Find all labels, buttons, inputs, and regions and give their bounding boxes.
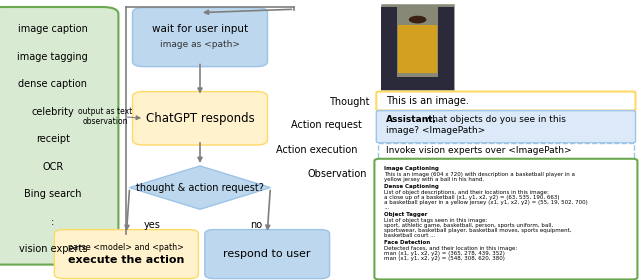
- Text: parse <model> and <path>: parse <model> and <path>: [68, 242, 184, 252]
- Text: output as text: output as text: [79, 108, 132, 116]
- Circle shape: [409, 16, 426, 24]
- Text: OCR: OCR: [42, 162, 63, 172]
- Text: celebrity: celebrity: [31, 107, 74, 117]
- FancyBboxPatch shape: [0, 7, 118, 265]
- Text: wait for user input: wait for user input: [152, 24, 248, 34]
- Text: what objects do you see in this: what objects do you see in this: [422, 115, 566, 124]
- FancyBboxPatch shape: [438, 7, 454, 77]
- Text: a close up of a basketball (x1, y1, x2, y2) = (63, 535, 190, 663): a close up of a basketball (x1, y1, x2, …: [384, 195, 559, 200]
- FancyBboxPatch shape: [378, 143, 634, 159]
- Text: List of object tags seen in this image:: List of object tags seen in this image:: [384, 218, 488, 223]
- Text: image caption: image caption: [18, 24, 88, 34]
- Text: a basketball player in a yellow jersey (x1, y1, x2, y2) = (55, 19, 502, 700): a basketball player in a yellow jersey (…: [384, 200, 588, 205]
- Text: Dense Captioning: Dense Captioning: [384, 184, 439, 189]
- Text: sportswear, basketball player, basketball moves, sports equipment,: sportswear, basketball player, basketbal…: [384, 228, 572, 233]
- Text: dense caption: dense caption: [19, 79, 87, 89]
- Text: vision experts: vision experts: [19, 244, 87, 254]
- Text: yellow jersey with a ball in his hand.: yellow jersey with a ball in his hand.: [384, 177, 484, 182]
- FancyBboxPatch shape: [132, 92, 268, 145]
- Text: man (x1, y1, x2, y2) = (548, 308, 620, 380): man (x1, y1, x2, y2) = (548, 308, 620, 3…: [384, 256, 505, 261]
- Text: ChatGPT responds: ChatGPT responds: [146, 112, 254, 125]
- Text: Invoke vision experts over <ImagePath>: Invoke vision experts over <ImagePath>: [386, 146, 572, 155]
- Text: image as <path>: image as <path>: [160, 39, 240, 49]
- FancyBboxPatch shape: [381, 77, 454, 90]
- Text: receipt: receipt: [36, 134, 70, 144]
- Text: Action request: Action request: [291, 120, 362, 130]
- Text: sport, athletic game, basketball, person, sports uniform, ball,: sport, athletic game, basketball, person…: [384, 223, 553, 228]
- Text: man (x1, y1, x2, y2) = (365, 278, 439, 352): man (x1, y1, x2, y2) = (365, 278, 439, 3…: [384, 251, 505, 256]
- FancyBboxPatch shape: [132, 8, 268, 67]
- FancyBboxPatch shape: [381, 7, 397, 77]
- Text: This is an image (604 x 720) with description a basketball player in a: This is an image (604 x 720) with descri…: [384, 172, 575, 177]
- Text: image tagging: image tagging: [17, 52, 88, 62]
- FancyBboxPatch shape: [381, 4, 454, 90]
- Text: Thought: Thought: [330, 97, 370, 107]
- FancyBboxPatch shape: [54, 230, 198, 279]
- Text: This is an image.: This is an image.: [386, 96, 468, 106]
- Text: thought & action request?: thought & action request?: [136, 183, 264, 193]
- FancyBboxPatch shape: [376, 111, 636, 143]
- Text: :: :: [51, 217, 54, 227]
- Polygon shape: [130, 166, 270, 209]
- FancyBboxPatch shape: [398, 25, 437, 73]
- FancyBboxPatch shape: [374, 159, 637, 279]
- Text: respond to user: respond to user: [223, 249, 311, 259]
- Text: Observation: Observation: [308, 169, 367, 179]
- Text: yes: yes: [144, 220, 161, 230]
- Text: ...: ...: [384, 205, 389, 210]
- Text: List of object descriptions, and their locations in this image:: List of object descriptions, and their l…: [384, 190, 549, 195]
- Text: basketball court ...: basketball court ...: [384, 233, 435, 238]
- Text: image? <ImagePath>: image? <ImagePath>: [386, 126, 485, 135]
- Text: no: no: [250, 220, 262, 230]
- FancyBboxPatch shape: [376, 92, 636, 111]
- FancyBboxPatch shape: [205, 230, 330, 279]
- Text: execute the action: execute the action: [68, 255, 184, 265]
- Text: Image Captioning: Image Captioning: [384, 166, 439, 171]
- Text: Face Detection: Face Detection: [384, 240, 430, 245]
- Text: Detected faces, and their location in this image:: Detected faces, and their location in th…: [384, 246, 517, 251]
- Text: Action execution: Action execution: [276, 145, 357, 155]
- Text: Object Tagger: Object Tagger: [384, 212, 428, 217]
- Text: observation: observation: [83, 117, 129, 126]
- Text: Assistant,: Assistant,: [386, 115, 437, 124]
- Text: Bing search: Bing search: [24, 189, 81, 199]
